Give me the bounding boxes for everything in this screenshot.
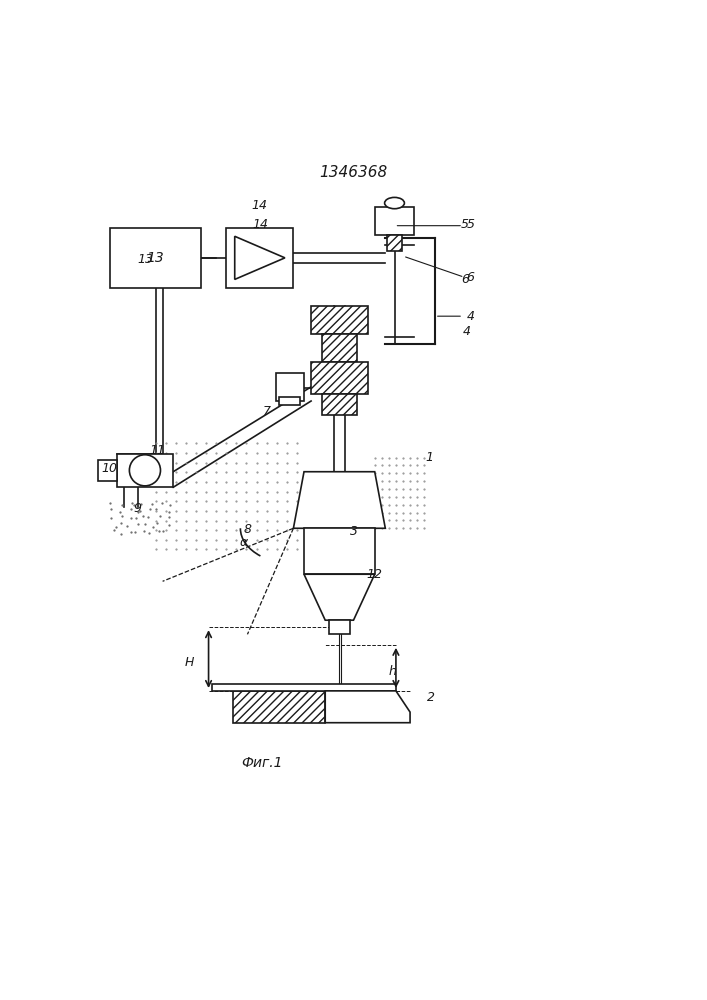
Bar <box>304 528 375 574</box>
Bar <box>322 394 357 415</box>
Text: 1346368: 1346368 <box>320 165 387 180</box>
Text: 14: 14 <box>252 199 268 212</box>
Text: 10: 10 <box>102 462 117 475</box>
Polygon shape <box>235 236 285 279</box>
Polygon shape <box>304 574 375 620</box>
Text: α: α <box>240 536 248 549</box>
Text: 8: 8 <box>243 523 252 536</box>
Text: 9: 9 <box>134 502 142 515</box>
Polygon shape <box>117 454 173 487</box>
Bar <box>311 306 368 334</box>
Text: 11: 11 <box>149 444 165 457</box>
Text: 7: 7 <box>263 405 271 418</box>
Text: 13: 13 <box>146 251 165 265</box>
Text: 4: 4 <box>462 325 471 338</box>
Circle shape <box>129 455 160 486</box>
Bar <box>329 620 350 634</box>
Ellipse shape <box>385 197 404 209</box>
Text: Фиг.1: Фиг.1 <box>241 756 282 770</box>
Text: 14: 14 <box>252 218 268 231</box>
Text: 4: 4 <box>467 310 474 323</box>
Text: 6: 6 <box>461 273 469 286</box>
Text: 1: 1 <box>426 451 434 464</box>
Bar <box>233 691 325 723</box>
Polygon shape <box>293 472 385 528</box>
Bar <box>212 684 396 691</box>
Bar <box>375 207 414 235</box>
Text: 12: 12 <box>367 568 382 581</box>
Text: H: H <box>185 656 194 669</box>
Polygon shape <box>325 691 410 723</box>
Text: 5: 5 <box>467 218 474 231</box>
Text: 6: 6 <box>467 271 474 284</box>
Text: 13: 13 <box>137 253 153 266</box>
Text: 2: 2 <box>427 691 436 704</box>
Bar <box>276 373 304 401</box>
Bar <box>226 228 293 288</box>
Text: h: h <box>388 665 397 678</box>
Text: 5: 5 <box>460 218 469 231</box>
Bar <box>311 362 368 394</box>
Bar <box>98 460 117 481</box>
Bar <box>279 397 300 405</box>
Bar <box>322 334 357 362</box>
Text: 3: 3 <box>349 525 358 538</box>
Bar <box>110 228 201 288</box>
Bar <box>387 235 402 251</box>
